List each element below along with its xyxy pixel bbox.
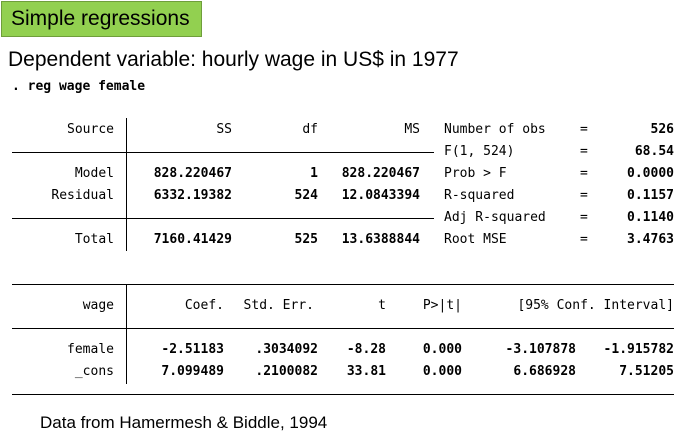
coef-header-t: t [378,298,386,313]
stata-command: . reg wage female [12,79,146,94]
anova-header-ss: SS [216,122,232,137]
coef-top-rule [12,284,674,285]
stat-value: 0.1157 [627,188,674,203]
coef-var: _cons [74,364,114,379]
anova-total-rule [12,218,434,219]
coef-ci-high: 7.51205 [619,364,674,379]
stat-value: 0.0000 [627,166,674,181]
stat-label: Root MSE [444,232,507,247]
stat-equals: = [580,144,588,159]
anova-ms: 12.0843394 [341,188,420,203]
stat-equals: = [580,232,588,247]
anova-ms: 828.220467 [341,166,420,181]
anova-source: Model [74,166,114,181]
coef-p: 0.000 [422,342,462,357]
anova-header-rule [12,152,434,153]
coef-value: -2.51183 [161,342,224,357]
anova-ss: 828.220467 [153,166,232,181]
stat-label: Adj R-squared [444,210,546,225]
coef-ci-low: -3.107878 [505,342,576,357]
stat-label: R-squared [444,188,515,203]
anova-vertical-divider [126,118,127,251]
coef-bottom-rule [12,394,674,395]
coef-var: female [67,342,114,357]
stat-label: Number of obs [444,122,546,137]
source-footnote: Data from Hamermesh & Biddle, 1994 [40,413,328,432]
stat-equals: = [580,122,588,137]
stat-value: 526 [650,122,674,137]
stat-label: F(1, 524) [444,144,515,159]
anova-df: 524 [294,188,318,203]
anova-df: 525 [294,232,318,247]
coef-header-rule [12,328,674,329]
anova-ss: 6332.19382 [153,188,232,203]
anova-ss: 7160.41429 [153,232,232,247]
stat-value: 3.4763 [627,232,674,247]
slide-title: Simple regressions [1,1,202,37]
coef-header-var: wage [82,298,114,313]
coef-t: -8.28 [346,342,386,357]
anova-source: Residual [51,188,114,203]
stat-equals: = [580,166,588,181]
coef-header-p: P>|t| [422,298,462,313]
stat-equals: = [580,188,588,203]
stat-value: 0.1140 [627,210,674,225]
coef-se: .2100082 [255,364,318,379]
anova-header-source: Source [67,122,114,137]
coef-header-se: Std. Err. [243,298,314,313]
coef-t: 33.81 [346,364,386,379]
coef-ci-high: -1.915782 [603,342,674,357]
coef-p: 0.000 [422,364,462,379]
coef-se: .3034092 [255,342,318,357]
anova-header-ms: MS [404,122,420,137]
anova-df: 1 [310,166,318,181]
stat-label: Prob > F [444,166,507,181]
coef-header-coef: Coef. [184,298,224,313]
coef-header-ci: [95% Conf. Interval] [517,298,674,313]
slide-subtitle: Dependent variable: hourly wage in US$ i… [8,48,459,71]
stat-equals: = [580,210,588,225]
stat-value: 68.54 [634,144,674,159]
anova-source: Total [74,232,114,247]
anova-ms: 13.6388844 [341,232,420,247]
coef-value: 7.099489 [161,364,224,379]
anova-header-df: df [302,122,318,137]
coef-ci-low: 6.686928 [513,364,576,379]
coef-vertical-divider [126,284,127,384]
